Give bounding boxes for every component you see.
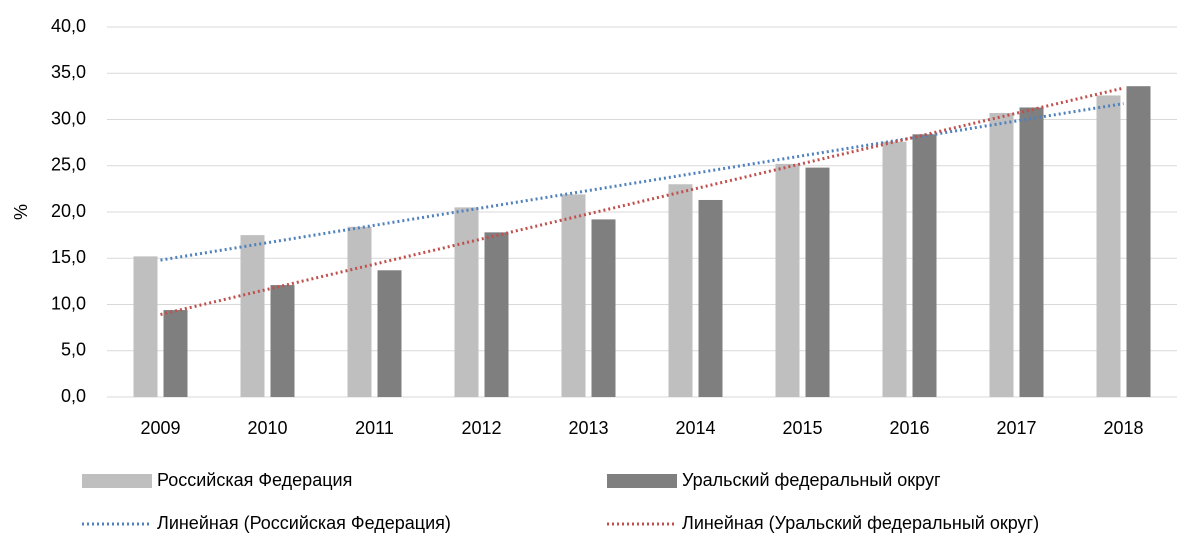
x-tick-label: 2009 [140, 418, 180, 438]
x-tick-label: 2017 [996, 418, 1036, 438]
legend-label: Российская Федерация [157, 470, 352, 490]
bar [1126, 86, 1151, 397]
x-tick-label: 2010 [247, 418, 287, 438]
x-tick-label: 2016 [889, 418, 929, 438]
x-tick-label: 2018 [1103, 418, 1143, 438]
legend-label: Линейная (Уральский федеральный округ) [682, 513, 1039, 533]
y-tick-label: 5,0 [61, 340, 86, 360]
x-tick-label: 2013 [568, 418, 608, 438]
bar [698, 199, 723, 397]
y-tick-label: 30,0 [51, 108, 86, 128]
y-tick-label: 20,0 [51, 201, 86, 221]
legend-label: Уральский федеральный округ [682, 470, 941, 490]
bar [561, 194, 586, 397]
bar [989, 113, 1014, 398]
y-tick-label: 40,0 [51, 16, 86, 36]
bar [668, 184, 693, 397]
y-tick-label: 10,0 [51, 293, 86, 313]
bar [1019, 107, 1044, 397]
bar [775, 163, 800, 397]
y-tick-label: 15,0 [51, 247, 86, 267]
bar [377, 270, 402, 397]
bar [1096, 95, 1121, 397]
x-tick-label: 2011 [355, 418, 394, 438]
y-tick-label: 0,0 [61, 386, 86, 406]
x-tick-label: 2015 [782, 418, 822, 438]
bar [484, 232, 509, 397]
legend-swatch [607, 474, 677, 488]
bar [912, 134, 937, 398]
y-tick-label: 35,0 [51, 62, 86, 82]
y-axis-label: % [11, 204, 31, 220]
bar [163, 310, 188, 397]
trend-line [160, 102, 1124, 262]
bar [270, 285, 295, 397]
bar [591, 219, 616, 397]
bar [133, 256, 158, 397]
trend-line [160, 86, 1124, 316]
bar [347, 226, 372, 397]
bar [805, 167, 830, 397]
bar [454, 207, 479, 397]
bar [240, 235, 265, 397]
bar [882, 141, 907, 397]
x-tick-label: 2014 [675, 418, 715, 438]
y-tick-label: 25,0 [51, 155, 86, 175]
legend-label: Линейная (Российская Федерация) [157, 513, 451, 533]
x-tick-label: 2012 [461, 418, 501, 438]
legend-swatch [82, 474, 152, 488]
